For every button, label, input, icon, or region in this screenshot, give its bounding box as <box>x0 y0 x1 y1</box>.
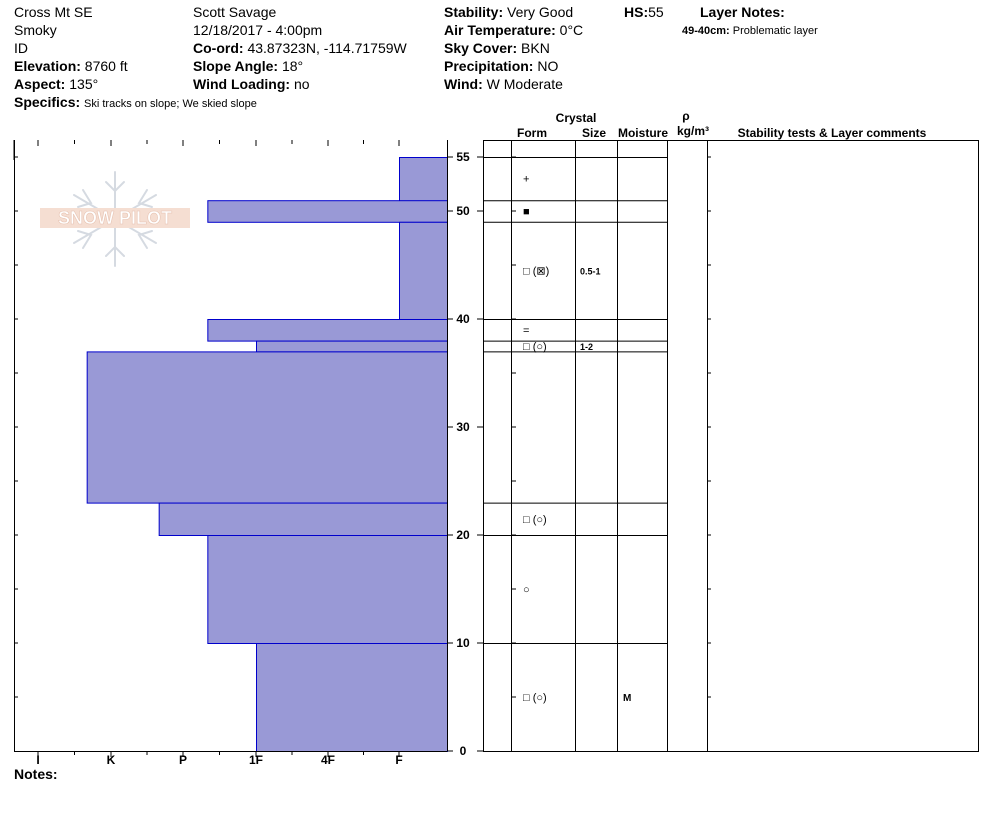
observation-datetime: 12/18/2017 - 4:00pm <box>193 22 323 38</box>
sky-value: BKN <box>521 40 550 56</box>
row-form: ○ <box>523 584 530 596</box>
row-moisture: M <box>623 693 631 704</box>
wind-label: Wind: <box>444 76 483 92</box>
density-header: kg/m³ <box>677 124 709 138</box>
hardness-bar <box>86 351 449 504</box>
wind-loading-label: Wind Loading: <box>193 76 291 92</box>
stability-value: Very Good <box>507 4 574 20</box>
wind-loading-row: Wind Loading: no <box>193 75 310 93</box>
layer-note: 49-40cm: Problematic layer <box>682 22 818 40</box>
sky-label: Sky Cover: <box>444 40 518 56</box>
moisture-header: Moisture <box>618 126 668 140</box>
slope-row: Slope Angle: 18° <box>193 57 303 75</box>
wind-row: Wind: W Moderate <box>444 75 563 93</box>
stability-label: Stability: <box>444 4 504 20</box>
location-name: Cross Mt SE <box>14 4 93 20</box>
aspect-row: Aspect: 135° <box>14 75 98 93</box>
rho-header: ρ <box>682 109 689 123</box>
y-tick-label: 55 <box>456 150 470 164</box>
elevation-row: Elevation: 8760 ft <box>14 57 128 75</box>
specifics-row: Specifics: Ski tracks on slope; We skied… <box>14 93 257 113</box>
row-form: □ (○) <box>523 514 547 526</box>
row-size: 1-2 <box>580 342 593 352</box>
wind-loading-value: no <box>293 76 310 92</box>
hardness-bar <box>256 340 448 353</box>
air-temp-row: Air Temperature: 0°C <box>444 21 583 39</box>
y-tick-label: 30 <box>456 420 470 434</box>
hardness-bar <box>158 502 449 537</box>
x-tick-label: I <box>36 753 39 767</box>
hardness-bars <box>86 157 449 752</box>
precip-label: Precipitation: <box>444 58 534 74</box>
row-form: = <box>523 325 529 337</box>
layer-note-range: 49-40cm: <box>682 25 730 37</box>
hs-row: HS:55 <box>624 3 664 21</box>
y-tick-label: 40 <box>456 312 470 326</box>
y-tick-label: 10 <box>456 636 470 650</box>
row-size: 0.5-1 <box>580 266 601 276</box>
height-axis: 0 10 20 30 40 50 55 <box>14 150 711 758</box>
hardness-bar <box>207 200 448 223</box>
observer-name: Scott Savage <box>193 4 277 20</box>
y-tick-label: 20 <box>456 528 470 542</box>
logo-text: SNOW PILOT <box>58 208 172 228</box>
x-tick-label: 1F <box>249 753 263 767</box>
elevation-label: Elevation: <box>14 58 81 74</box>
precip-row: Precipitation: NO <box>444 57 558 75</box>
row-form: + <box>523 174 529 186</box>
row-form: ■ <box>523 206 530 218</box>
mountain-range: Smoky <box>14 22 57 38</box>
aspect-value: 135° <box>69 76 99 92</box>
coord-row: Co-ord: 43.87323N, -114.71759W <box>193 39 407 57</box>
row-form: □ (⊠) <box>523 265 549 277</box>
hs-value: 55 <box>648 4 664 20</box>
air-temp-value: 0°C <box>559 22 584 38</box>
elevation-value: 8760 ft <box>84 58 128 74</box>
size-header: Size <box>582 126 606 140</box>
sky-row: Sky Cover: BKN <box>444 39 550 57</box>
form-header: Form <box>517 126 547 140</box>
hardness-bar <box>207 535 448 644</box>
state: ID <box>14 40 28 56</box>
x-tick-label: F <box>395 753 402 767</box>
y-tick-label: 0 <box>460 744 467 758</box>
hardness-bar <box>256 643 448 752</box>
layer-notes-label: Layer Notes: <box>700 4 785 20</box>
comments-header: Stability tests & Layer comments <box>738 126 927 140</box>
hardness-axis: I K P 1F 4F F <box>13 140 403 767</box>
aspect-label: Aspect: <box>14 76 66 92</box>
hs-label: HS: <box>624 4 649 20</box>
hardness-bar <box>399 221 448 320</box>
coord-value: 43.87323N, -114.71759W <box>247 40 407 56</box>
stability-row: Stability: Very Good <box>444 3 573 21</box>
x-tick-label: K <box>107 753 116 767</box>
notes-label: Notes: <box>14 766 58 782</box>
coord-label: Co-ord: <box>193 40 244 56</box>
row-form: □ (○) <box>523 692 547 704</box>
row-form: □ (○) <box>523 341 547 353</box>
x-tick-label: 4F <box>321 753 335 767</box>
table-border <box>483 140 979 752</box>
slope-value: 18° <box>281 58 304 74</box>
y-tick-label: 50 <box>456 204 470 218</box>
snowpilot-logo: SNOW PILOT <box>40 171 190 267</box>
wind-value: W Moderate <box>486 76 563 92</box>
specifics-value: Ski tracks on slope; We skied slope <box>84 98 257 110</box>
table-rows: + ■ □ (⊠) 0.5-1 = □ (○) 1-2 □ (○) ○ □ (○) M <box>483 157 667 704</box>
layer-note-text: Problematic layer <box>732 25 818 37</box>
slope-label: Slope Angle: <box>193 58 279 74</box>
table-header: Crystal Form Size Moisture ρ kg/m³ Stabi… <box>517 109 927 140</box>
hardness-bar <box>207 319 448 342</box>
precip-value: NO <box>537 58 559 74</box>
x-tick-label: P <box>179 753 187 767</box>
crystal-header: Crystal <box>556 111 597 125</box>
specifics-label: Specifics: <box>14 94 81 110</box>
air-temp-label: Air Temperature: <box>444 22 556 38</box>
layer-table <box>483 140 979 752</box>
